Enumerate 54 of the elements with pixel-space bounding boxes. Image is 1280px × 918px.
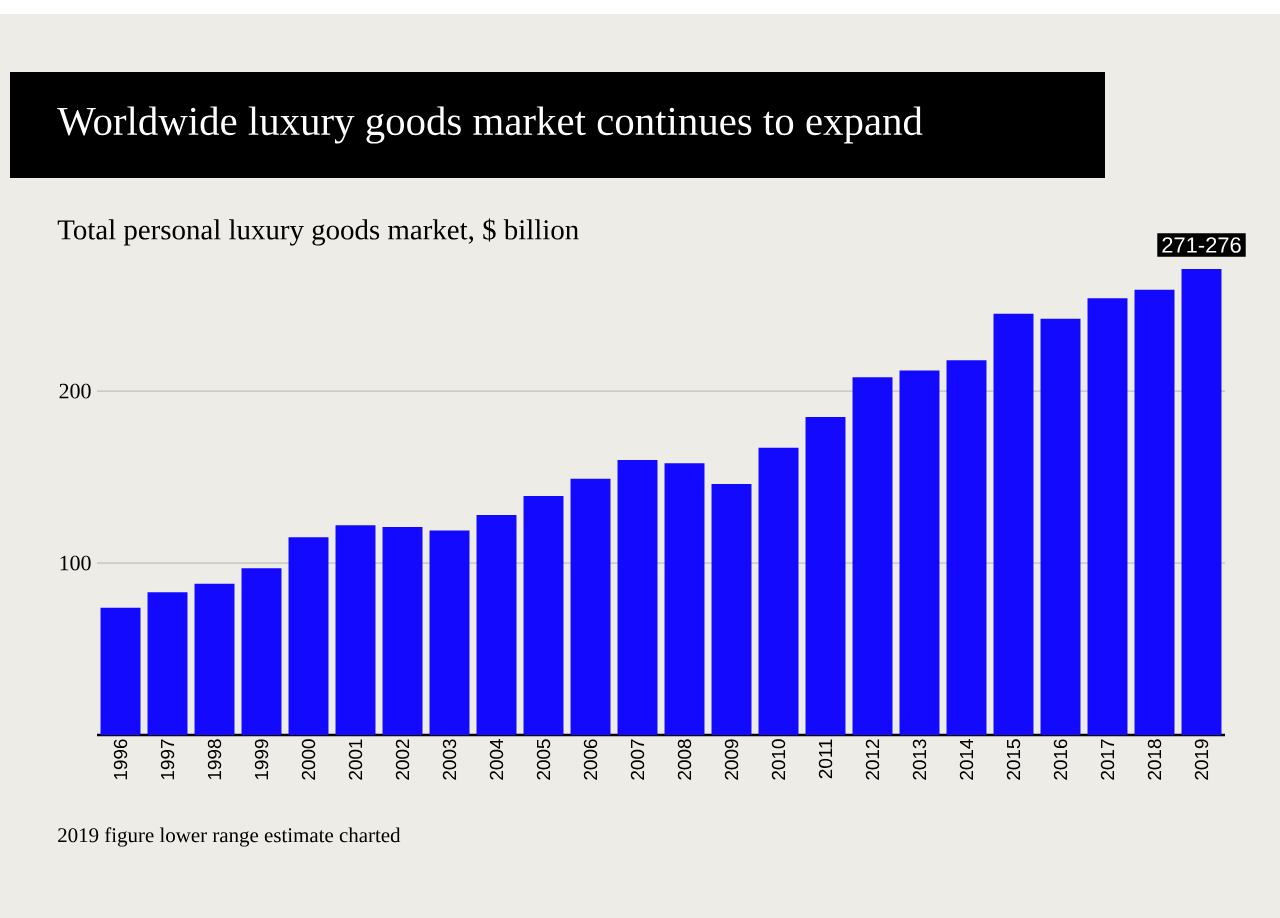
x-tick-label: 2000 xyxy=(301,739,316,780)
bar xyxy=(1134,289,1175,736)
bar xyxy=(805,416,846,736)
bar xyxy=(1087,298,1128,736)
y-tick-label: 200 xyxy=(59,383,91,399)
bar xyxy=(476,514,517,736)
bar xyxy=(711,483,752,736)
bar xyxy=(1040,318,1081,736)
bar xyxy=(758,447,799,736)
bar xyxy=(288,537,329,736)
bar xyxy=(664,463,705,736)
bar xyxy=(570,478,611,736)
x-tick-label: 2008 xyxy=(677,739,692,780)
x-tick-label: 2002 xyxy=(395,739,410,780)
x-tick-label: 2005 xyxy=(536,739,551,780)
x-tick-label: 2004 xyxy=(489,739,504,780)
bar xyxy=(382,526,423,736)
bar xyxy=(617,459,658,736)
x-tick-label: 2006 xyxy=(583,739,598,780)
chart-subtitle: Total personal luxury goods market, $ billion xyxy=(57,218,579,246)
x-tick-label: 2009 xyxy=(724,739,739,780)
x-tick-label: 2017 xyxy=(1100,739,1115,780)
bar xyxy=(852,377,893,736)
bar xyxy=(993,313,1034,736)
x-tick-label: 2014 xyxy=(959,739,974,780)
x-tick-label: 1997 xyxy=(160,739,175,780)
bar xyxy=(429,530,470,736)
chart-title: Worldwide luxury goods market continues to expand xyxy=(57,106,923,144)
text: 2019 figure lower range estimate charted xyxy=(58,827,401,847)
bar xyxy=(335,525,376,736)
bar xyxy=(100,607,141,736)
x-tick-label: 2012 xyxy=(865,739,880,780)
bar xyxy=(946,360,987,736)
bar xyxy=(1181,269,1222,736)
x-tick-label: 2003 xyxy=(442,739,457,780)
x-tick-label: 2010 xyxy=(771,739,786,780)
bar xyxy=(147,592,188,736)
bar xyxy=(523,495,564,736)
bar xyxy=(194,583,235,736)
x-tick-label: 2001 xyxy=(348,739,363,780)
x-tick-label: 2019 xyxy=(1194,739,1209,780)
y-tick-label: 100 xyxy=(60,555,91,571)
x-tick-label: 1999 xyxy=(254,739,269,780)
x-tick-label: 2007 xyxy=(630,739,645,780)
x-tick-label: 2015 xyxy=(1006,739,1021,780)
data-label: 271-276 xyxy=(1162,237,1241,253)
x-tick-label: 1996 xyxy=(113,739,128,780)
x-tick-label: 2013 xyxy=(912,739,927,780)
x-tick-label: 2011 xyxy=(818,739,833,779)
bar xyxy=(899,370,940,736)
x-tick-label: 2016 xyxy=(1053,739,1068,780)
x-tick-label: 1998 xyxy=(207,739,222,780)
bar xyxy=(241,568,282,736)
x-tick-label: 2018 xyxy=(1147,739,1162,780)
